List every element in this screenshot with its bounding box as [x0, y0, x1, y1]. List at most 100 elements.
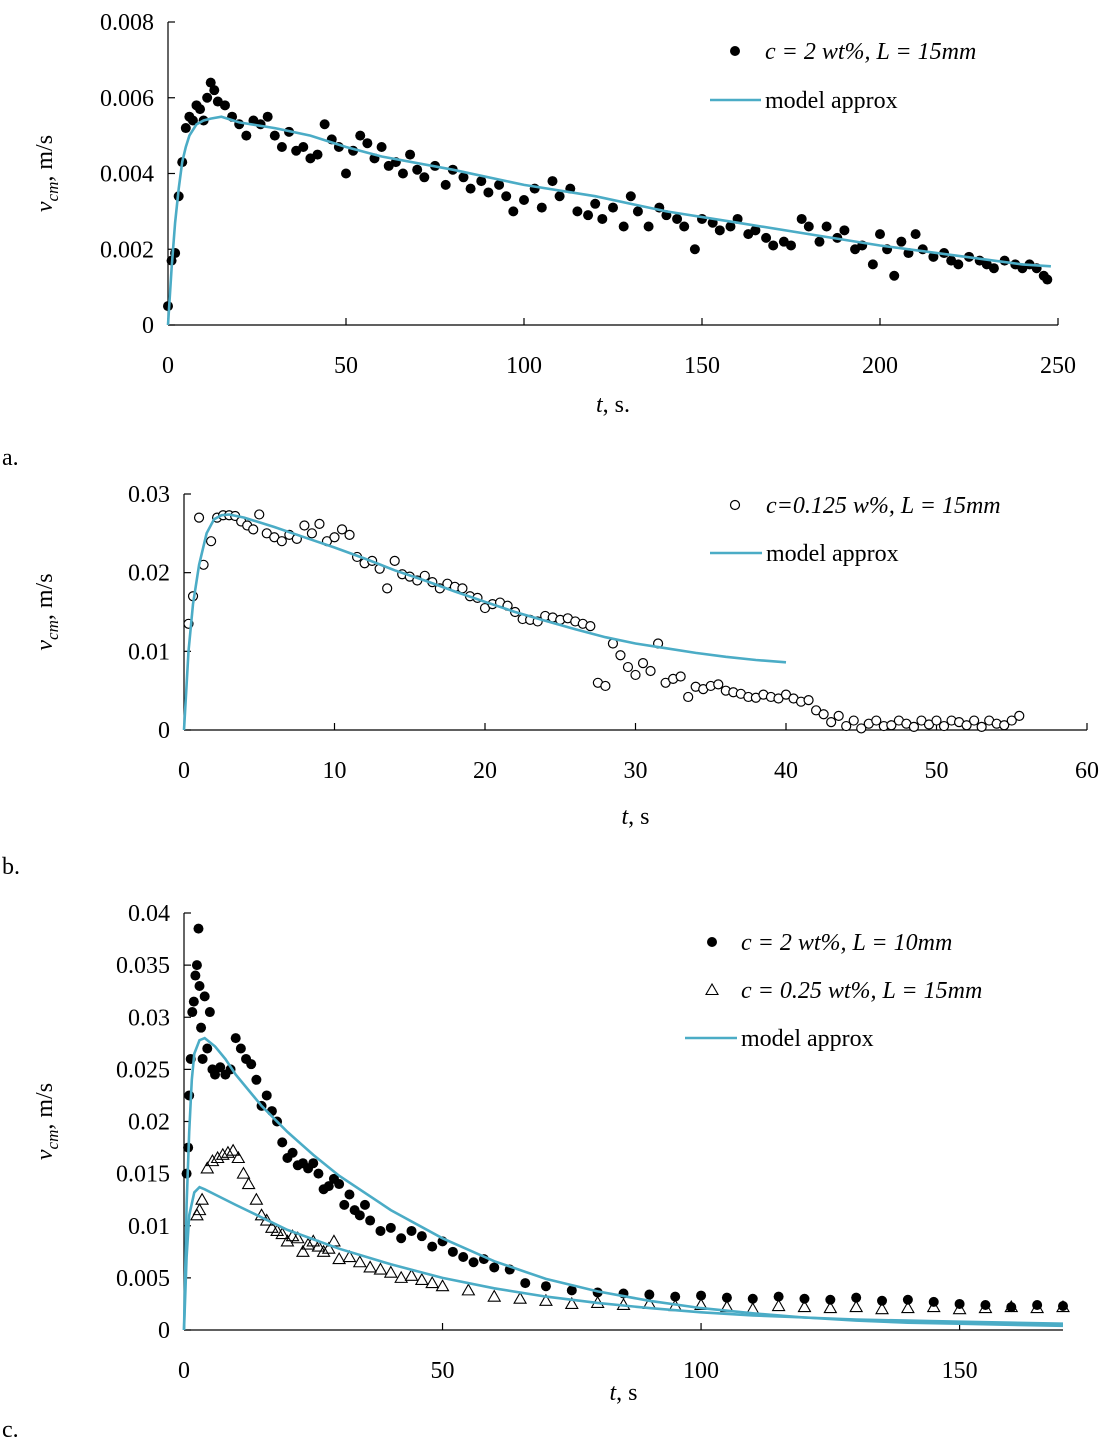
- data-point: [615, 650, 626, 661]
- x-tick-label: 100: [683, 1358, 719, 1384]
- data-point: [334, 1179, 345, 1190]
- legend-label: c = 2 wt%, L = 10mm: [741, 930, 952, 956]
- data-point: [193, 923, 204, 934]
- data-point: [301, 1237, 316, 1250]
- data-point: [344, 1189, 355, 1200]
- x-axis-label-var: t: [621, 804, 629, 830]
- data-point: [396, 1233, 407, 1244]
- data-point: [197, 1053, 208, 1064]
- x-tick-label: 50: [431, 1358, 455, 1384]
- data-point: [196, 1022, 207, 1033]
- y-axis-label: vcm, m/s: [32, 135, 62, 212]
- data-point: [622, 661, 634, 673]
- data-point: [336, 524, 348, 535]
- data-point: [389, 555, 400, 566]
- data-point: [833, 710, 844, 721]
- panel-label: b.: [2, 854, 20, 880]
- data-point: [192, 1203, 207, 1216]
- data-point: [618, 221, 629, 232]
- data-point: [419, 172, 430, 183]
- data-point: [365, 1215, 376, 1226]
- data-point: [440, 179, 451, 190]
- data-point: [875, 229, 885, 240]
- legend-label: c = 2 wt%, L = 15mm: [765, 39, 976, 65]
- data-point: [376, 141, 387, 152]
- data-point: [554, 191, 565, 202]
- data-point: [931, 715, 942, 726]
- data-point: [332, 1252, 347, 1265]
- y-tick-label: 0.02: [128, 1110, 170, 1136]
- data-point: [871, 715, 882, 726]
- data-point: [520, 1278, 531, 1289]
- data-point: [313, 1168, 324, 1179]
- model-approx-line: [182, 1036, 1064, 1331]
- data-point: [321, 1241, 336, 1254]
- data-point: [494, 179, 505, 190]
- data-point: [241, 1176, 256, 1190]
- data-point: [277, 1137, 288, 1148]
- data-point: [848, 715, 859, 726]
- data-point: [316, 1244, 331, 1257]
- y-tick-label: 0.004: [100, 162, 154, 188]
- data-point: [187, 1007, 198, 1018]
- data-point: [818, 709, 829, 720]
- data-point: [254, 509, 265, 520]
- data-point: [1042, 274, 1053, 285]
- data-point: [771, 1298, 786, 1312]
- data-point: [412, 164, 423, 175]
- data-point: [483, 187, 494, 198]
- data-point: [397, 168, 408, 179]
- chart-panel-2: 0 0.01 0.02 0.03 0 10 20 30 40 50 60 t, s vcm, m/s c=…: [2, 482, 1099, 880]
- data-point: [768, 240, 779, 251]
- data-point: [276, 141, 287, 152]
- data-point: [308, 1158, 319, 1169]
- data-point: [896, 236, 907, 247]
- legend-marker-symbol: [705, 982, 719, 996]
- y-axis-label-var: v: [32, 1149, 58, 1160]
- data-point: [597, 213, 608, 224]
- data-point: [900, 1300, 915, 1314]
- data-point: [643, 221, 654, 232]
- data-point: [246, 1059, 257, 1070]
- data-point: [191, 960, 202, 971]
- data-point: [761, 232, 772, 243]
- data-point: [694, 1297, 709, 1311]
- data-point: [341, 168, 351, 179]
- y-tick-label: 0: [158, 1318, 170, 1344]
- model-approx-line: [182, 513, 787, 731]
- data-point: [261, 1090, 272, 1101]
- data-point: [988, 263, 999, 274]
- data-point: [199, 991, 210, 1002]
- data-point: [458, 172, 469, 183]
- x-tick-label: 0: [178, 758, 190, 784]
- data-point: [311, 1239, 326, 1252]
- data-point: [231, 1150, 246, 1164]
- data-point: [600, 680, 611, 692]
- data-point: [276, 536, 287, 547]
- data-point: [209, 85, 220, 96]
- data-point: [329, 532, 340, 543]
- y-tick-label: 0: [158, 718, 170, 744]
- data-point: [867, 259, 878, 270]
- data-point: [538, 1293, 553, 1306]
- x-tick-label: 10: [323, 758, 347, 784]
- data-point: [269, 130, 280, 141]
- data-point: [447, 1246, 458, 1257]
- y-axis-label-sub: cm: [43, 182, 62, 202]
- data-point: [814, 236, 825, 247]
- data-point: [312, 149, 323, 160]
- data-point: [235, 1043, 246, 1054]
- legend-marker-symbol: [729, 499, 741, 511]
- x-axis-label-unit: , s: [628, 804, 649, 830]
- data-point: [425, 1275, 440, 1289]
- data-point: [670, 1291, 681, 1302]
- data-point: [823, 1300, 838, 1314]
- y-axis-label-var: v: [32, 201, 58, 212]
- data-point: [501, 191, 512, 202]
- data-point: [978, 1300, 993, 1314]
- y-axis-label: vcm, m/s: [32, 573, 62, 650]
- y-axis-label-unit: , m/s: [32, 1083, 58, 1130]
- data-point: [406, 1225, 417, 1236]
- data-point: [696, 1290, 707, 1301]
- data-point: [319, 119, 330, 130]
